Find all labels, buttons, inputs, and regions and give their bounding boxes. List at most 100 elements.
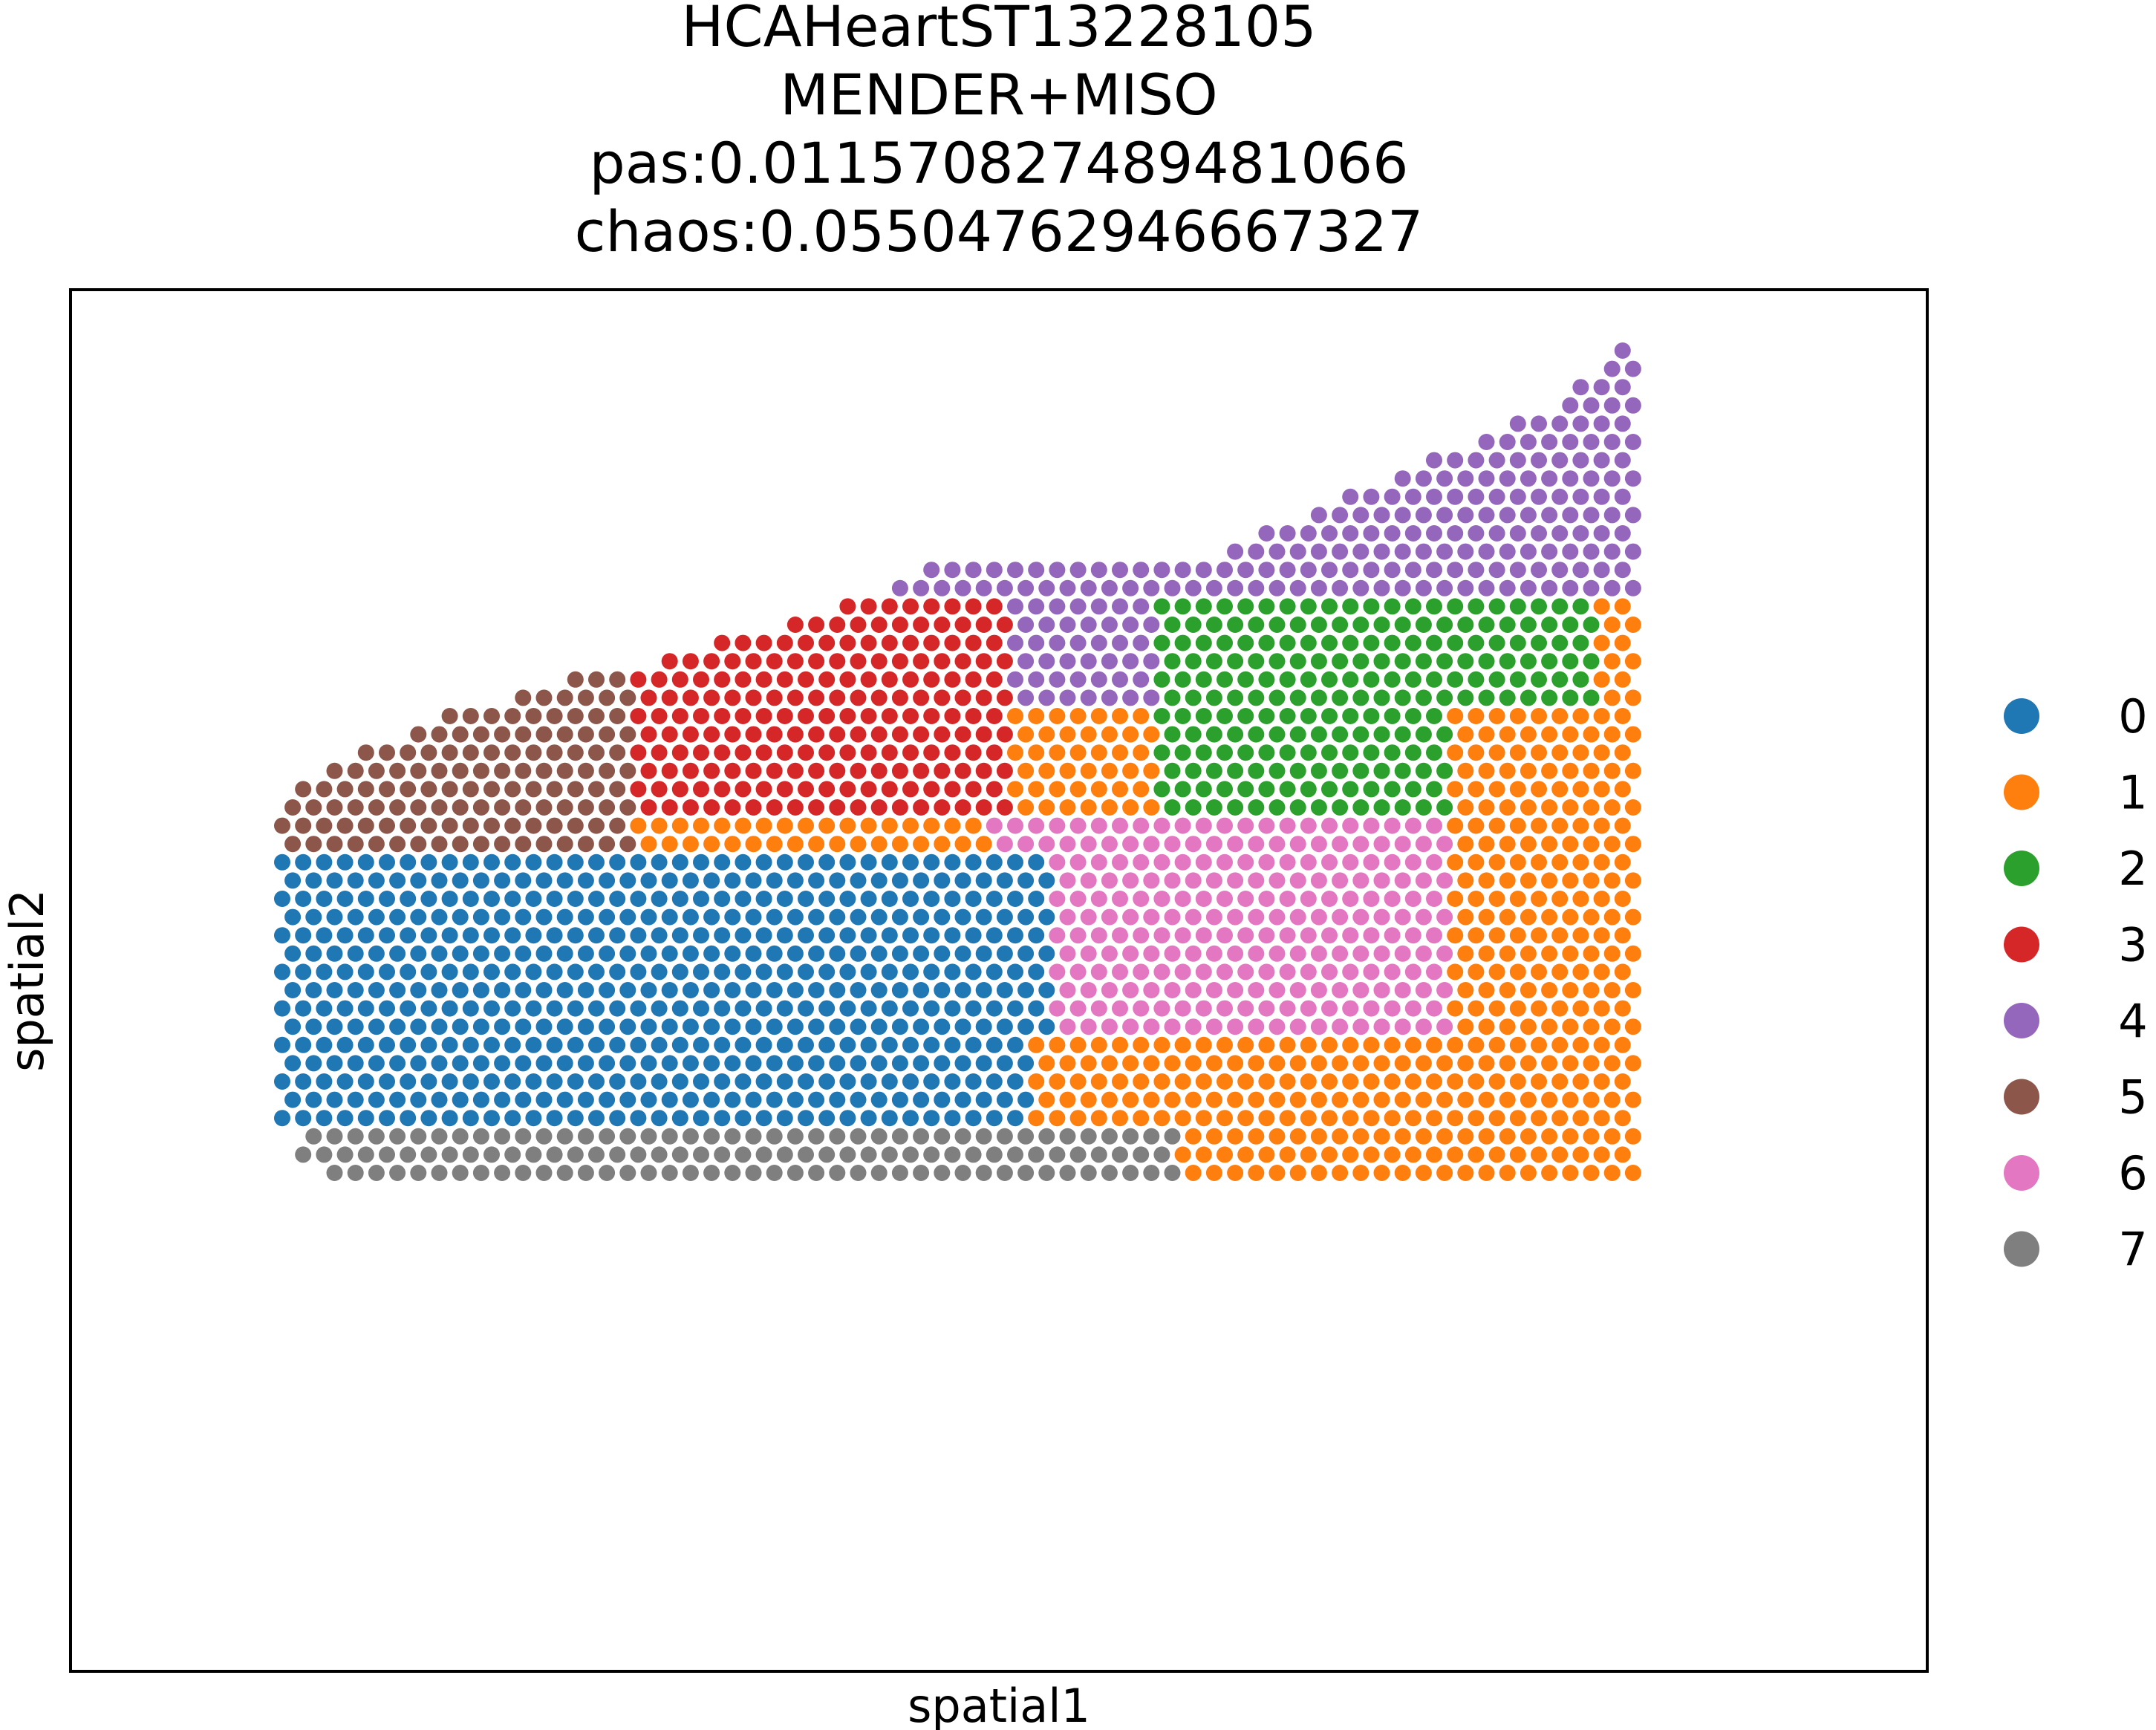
spot-cluster-1 xyxy=(870,836,888,853)
spot-cluster-5 xyxy=(504,744,521,761)
spot-cluster-7 xyxy=(379,1146,395,1163)
spot-cluster-3 xyxy=(923,671,940,688)
spot-cluster-6 xyxy=(1049,817,1066,834)
spot-cluster-5 xyxy=(556,726,573,743)
spot-cluster-3 xyxy=(923,744,940,761)
spot-cluster-1 xyxy=(1090,744,1107,761)
spot-cluster-3 xyxy=(808,617,825,633)
spot-cluster-4 xyxy=(1394,543,1411,560)
spot-cluster-2 xyxy=(1174,781,1191,798)
spot-cluster-3 xyxy=(703,726,720,743)
spot-cluster-4 xyxy=(1028,598,1045,615)
spot-cluster-5 xyxy=(599,836,616,853)
spot-cluster-1 xyxy=(1080,799,1097,816)
spot-cluster-6 xyxy=(1363,963,1380,981)
spot-cluster-1 xyxy=(1447,963,1464,981)
spot-cluster-1 xyxy=(1426,1146,1442,1163)
spot-cluster-2 xyxy=(1310,617,1327,633)
spot-cluster-1 xyxy=(640,836,657,853)
spot-cluster-2 xyxy=(1300,744,1317,761)
spot-cluster-0 xyxy=(640,1055,657,1072)
spot-cluster-2 xyxy=(1436,617,1453,633)
spot-cluster-1 xyxy=(1531,1146,1547,1163)
spot-cluster-5 xyxy=(316,781,333,798)
spot-cluster-6 xyxy=(1101,982,1118,998)
spot-cluster-4 xyxy=(1468,452,1485,469)
spot-cluster-6 xyxy=(1310,872,1327,889)
spot-cluster-1 xyxy=(1624,908,1641,926)
spot-cluster-0 xyxy=(829,1018,846,1035)
spot-cluster-5 xyxy=(525,708,542,724)
spot-cluster-1 xyxy=(1300,1110,1317,1127)
spot-cluster-4 xyxy=(1603,397,1621,414)
spot-cluster-7 xyxy=(808,1128,825,1145)
spot-cluster-5 xyxy=(525,817,542,834)
spot-cluster-0 xyxy=(504,1073,521,1090)
spot-cluster-6 xyxy=(1205,945,1222,962)
spot-cluster-1 xyxy=(1478,1091,1495,1108)
spot-cluster-1 xyxy=(1289,1091,1306,1108)
spot-cluster-0 xyxy=(808,1091,825,1108)
spot-cluster-1 xyxy=(1468,927,1485,944)
spot-cluster-6 xyxy=(1059,872,1076,889)
spot-cluster-0 xyxy=(975,1018,992,1035)
spot-cluster-4 xyxy=(1069,671,1087,688)
spot-cluster-2 xyxy=(1531,634,1547,651)
spot-cluster-3 xyxy=(954,617,971,633)
spot-cluster-5 xyxy=(494,762,511,779)
spot-cluster-0 xyxy=(913,908,930,926)
spot-cluster-0 xyxy=(494,1091,511,1108)
spot-cluster-1 xyxy=(1363,1036,1380,1053)
spot-cluster-3 xyxy=(860,744,877,761)
spot-cluster-2 xyxy=(1185,762,1202,779)
spot-cluster-1 xyxy=(1583,1055,1600,1072)
spot-cluster-4 xyxy=(1551,488,1569,505)
spot-cluster-1 xyxy=(1531,963,1547,981)
spot-cluster-3 xyxy=(735,708,752,724)
spot-cluster-1 xyxy=(1457,1165,1474,1181)
spot-cluster-1 xyxy=(1143,726,1160,743)
spot-cluster-1 xyxy=(1373,1055,1390,1072)
spot-cluster-0 xyxy=(891,945,908,962)
spot-cluster-6 xyxy=(1059,945,1076,962)
spot-cluster-0 xyxy=(305,1018,322,1035)
spot-cluster-0 xyxy=(368,1055,385,1072)
spot-cluster-1 xyxy=(1468,1000,1485,1017)
spot-cluster-5 xyxy=(431,799,448,816)
spot-cluster-1 xyxy=(1258,1146,1275,1163)
spot-cluster-6 xyxy=(1404,1000,1421,1017)
spot-cluster-6 xyxy=(1258,927,1275,944)
spot-cluster-4 xyxy=(1603,360,1621,377)
spot-cluster-1 xyxy=(776,817,793,834)
spot-cluster-1 xyxy=(1488,781,1505,798)
spot-cluster-1 xyxy=(1237,1036,1254,1053)
spot-cluster-0 xyxy=(986,891,1003,907)
spot-cluster-0 xyxy=(944,853,961,871)
spot-cluster-1 xyxy=(1122,726,1139,743)
spot-cluster-5 xyxy=(504,781,521,798)
spot-cluster-1 xyxy=(808,836,825,853)
spot-cluster-4 xyxy=(996,579,1013,596)
spot-cluster-3 xyxy=(944,671,961,688)
spot-cluster-1 xyxy=(1531,1036,1547,1053)
spot-cluster-0 xyxy=(619,1055,636,1072)
spot-cluster-0 xyxy=(619,1018,636,1035)
spot-cluster-4 xyxy=(986,562,1003,579)
spot-cluster-2 xyxy=(1352,653,1370,670)
spot-cluster-5 xyxy=(431,762,448,779)
spot-cluster-0 xyxy=(400,963,417,981)
spot-cluster-0 xyxy=(599,945,616,962)
spot-cluster-1 xyxy=(839,817,856,834)
spot-cluster-1 xyxy=(798,817,814,834)
spot-cluster-0 xyxy=(975,1055,992,1072)
spot-cluster-2 xyxy=(1373,653,1390,670)
spot-cluster-4 xyxy=(1394,470,1411,487)
spot-cluster-1 xyxy=(1583,726,1600,743)
spot-cluster-6 xyxy=(1394,836,1411,853)
spot-cluster-7 xyxy=(431,1128,448,1145)
spot-cluster-0 xyxy=(839,891,856,907)
spot-cluster-4 xyxy=(1268,543,1286,560)
spot-cluster-0 xyxy=(379,927,395,944)
spot-cluster-0 xyxy=(284,982,302,998)
spot-cluster-7 xyxy=(786,1128,804,1145)
